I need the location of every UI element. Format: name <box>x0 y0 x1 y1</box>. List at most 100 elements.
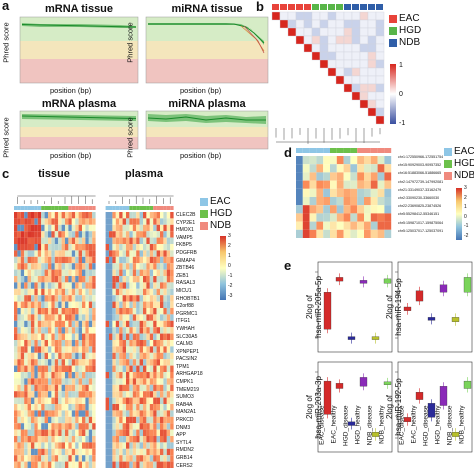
heatmap-cell <box>115 404 120 411</box>
heatmap-cell <box>302 221 310 230</box>
heatmap-cell <box>48 250 52 257</box>
heatmap-cell <box>78 301 82 308</box>
heatmap-cell <box>78 436 82 443</box>
heatmap-cell <box>112 333 116 340</box>
heatmap-cell <box>58 224 62 232</box>
heatmap-cell <box>143 448 147 456</box>
heatmap-cell <box>14 436 18 443</box>
heatmap-cell <box>58 352 62 360</box>
heatmap-cell <box>370 188 378 197</box>
heatmap-cell <box>323 221 330 230</box>
heatmap-cell <box>156 423 160 430</box>
heatmap-cell <box>82 346 86 353</box>
heatmap-cell <box>136 372 140 379</box>
heatmap-cell <box>139 244 143 251</box>
heatmap-cell <box>132 288 137 296</box>
heatmap-cell <box>14 410 18 417</box>
heatmap-cell <box>34 359 38 366</box>
correlation-cell <box>359 67 369 77</box>
heatmap-cell <box>44 384 48 392</box>
legend-swatch-hgd <box>200 210 208 218</box>
heatmap-cell <box>37 276 42 283</box>
heatmap-cell <box>71 250 76 257</box>
heatmap-cell <box>34 384 38 392</box>
heatmap-cell <box>163 365 167 372</box>
correlation-cell <box>359 75 369 85</box>
heatmap-cell <box>370 229 378 238</box>
heatmap-cell <box>48 301 52 308</box>
heatmap-cell <box>146 244 150 251</box>
heatmap-cell <box>119 448 123 456</box>
heatmap-cell <box>34 244 38 251</box>
heatmap-cell <box>153 327 157 334</box>
heatmap-cell <box>136 359 140 366</box>
heatmap-cell <box>163 372 167 379</box>
heatmap-cell <box>27 295 31 302</box>
heatmap-cell <box>302 172 310 181</box>
sample-group-bar <box>336 4 343 10</box>
heatmap-cell <box>170 384 174 392</box>
heatmap-cell <box>122 250 126 257</box>
heatmap-cell <box>156 372 160 379</box>
heatmap-cell <box>143 237 147 244</box>
heatmap-cell <box>163 442 167 449</box>
heatmap-cell <box>143 378 147 385</box>
heatmap-cell <box>48 429 52 436</box>
heatmap-cell <box>61 352 65 360</box>
heatmap-cell <box>14 282 18 289</box>
heatmap-cell <box>377 229 385 238</box>
gene-label: MICU1 <box>176 287 192 294</box>
heatmap-cell <box>48 333 52 340</box>
heatmap-cell <box>163 218 167 225</box>
heatmap-cell <box>65 250 69 257</box>
heatmap-cell <box>27 365 31 372</box>
heatmap-cell <box>377 213 385 222</box>
heatmap-cell <box>34 212 38 219</box>
heatmap-cell <box>48 237 52 244</box>
heatmap-cell <box>112 276 116 283</box>
heatmap-cell <box>20 333 25 340</box>
heatmap-cell <box>34 397 38 404</box>
heatmap-cell <box>37 340 42 347</box>
gene-label: DNM3 <box>176 424 191 431</box>
heatmap-cell <box>75 237 79 244</box>
heatmap-cell <box>163 224 167 232</box>
heatmap-cell <box>51 218 55 225</box>
heatmap-cell <box>68 333 72 340</box>
heatmap-cell <box>71 263 76 270</box>
heatmap-cell <box>88 448 93 456</box>
heatmap-cell <box>153 320 157 328</box>
heatmap-cell <box>71 372 76 379</box>
heatmap-cell <box>139 314 143 321</box>
heatmap-cell <box>156 384 160 392</box>
heatmap-cell <box>71 442 76 449</box>
heatmap-cell <box>31 327 35 334</box>
heatmap-cell <box>27 346 31 353</box>
heatmap-cell <box>75 448 79 456</box>
heatmap-cell <box>170 295 174 302</box>
heatmap-cell <box>65 237 69 244</box>
heatmap-cell <box>163 448 167 456</box>
box <box>415 392 424 400</box>
heatmap-cell <box>92 378 96 385</box>
heatmap-cell <box>139 372 143 379</box>
heatmap-cell <box>149 327 154 334</box>
heatmap-cell <box>54 429 59 436</box>
heatmap-cell <box>109 410 113 417</box>
heatmap-cell <box>119 308 123 315</box>
heatmap-cell <box>153 244 157 251</box>
heatmap-cell <box>323 205 330 214</box>
heatmap-cell <box>146 224 150 232</box>
heatmap-cell <box>68 308 72 315</box>
heatmap-cell <box>153 436 157 443</box>
heatmap-cell <box>41 455 45 462</box>
heatmap-cell <box>58 237 62 244</box>
heatmap-cell <box>58 429 62 436</box>
heatmap-cell <box>132 423 137 430</box>
heatmap-cell <box>343 172 351 181</box>
legend-swatch-eac <box>444 148 452 156</box>
heatmap-cell <box>58 301 62 308</box>
heatmap-cell <box>112 340 116 347</box>
heatmap-cell <box>34 461 38 468</box>
heatmap-cell <box>82 372 86 379</box>
